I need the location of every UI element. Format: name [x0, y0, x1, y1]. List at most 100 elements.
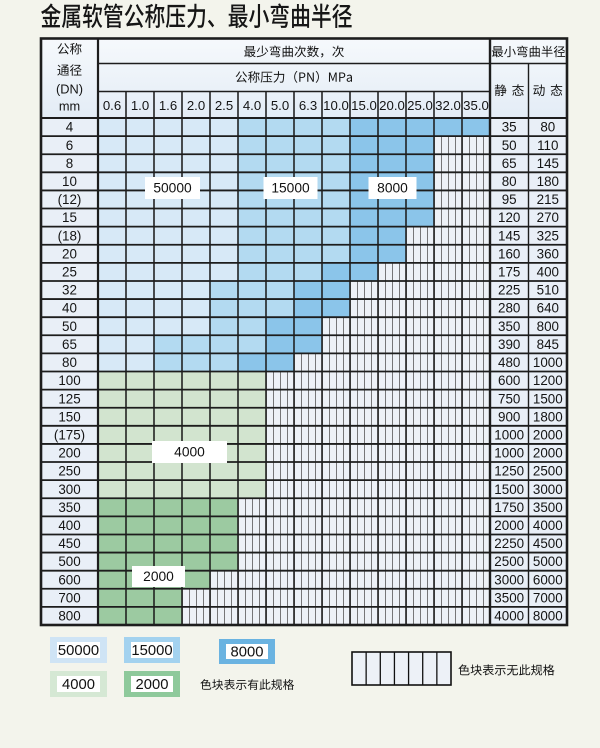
svg-text:3000: 3000	[533, 482, 563, 497]
svg-text:4000: 4000	[62, 677, 95, 693]
svg-text:145: 145	[537, 156, 559, 171]
svg-text:6: 6	[66, 138, 73, 153]
svg-text:32: 32	[62, 283, 77, 298]
svg-text:3500: 3500	[533, 500, 563, 515]
svg-text:(DN): (DN)	[56, 82, 83, 97]
svg-text:270: 270	[537, 210, 559, 225]
svg-text:8000: 8000	[231, 645, 264, 661]
svg-text:25.0: 25.0	[407, 98, 433, 113]
svg-text:300: 300	[58, 482, 80, 497]
svg-text:10.0: 10.0	[323, 98, 349, 113]
svg-text:15: 15	[62, 210, 77, 225]
svg-text:80: 80	[502, 174, 517, 189]
svg-text:15000: 15000	[271, 181, 310, 196]
svg-text:(12): (12)	[58, 192, 82, 207]
svg-text:2.0: 2.0	[187, 98, 205, 113]
svg-text:2000: 2000	[136, 677, 169, 693]
svg-text:35: 35	[502, 120, 517, 135]
svg-text:1500: 1500	[533, 391, 563, 406]
svg-text:7000: 7000	[533, 590, 563, 605]
svg-text:225: 225	[498, 283, 520, 298]
svg-text:180: 180	[537, 174, 559, 189]
svg-text:4000: 4000	[174, 445, 205, 460]
svg-text:1750: 1750	[494, 500, 524, 515]
svg-text:80: 80	[62, 355, 77, 370]
svg-text:325: 325	[537, 228, 559, 243]
svg-text:200: 200	[58, 446, 80, 461]
svg-text:1.0: 1.0	[131, 98, 149, 113]
svg-text:350: 350	[58, 500, 80, 515]
svg-text:100: 100	[58, 373, 80, 388]
svg-text:6000: 6000	[533, 572, 563, 587]
svg-text:400: 400	[537, 265, 559, 280]
svg-text:20: 20	[62, 246, 77, 261]
svg-text:2000: 2000	[533, 446, 563, 461]
svg-text:150: 150	[58, 409, 80, 424]
svg-text:50: 50	[62, 319, 77, 334]
svg-text:2500: 2500	[533, 464, 563, 479]
svg-text:mm: mm	[59, 99, 80, 114]
svg-text:280: 280	[498, 301, 520, 316]
svg-text:120: 120	[498, 210, 520, 225]
svg-text:40: 40	[62, 301, 77, 316]
svg-text:3000: 3000	[494, 572, 524, 587]
svg-text:4500: 4500	[533, 536, 563, 551]
svg-text:600: 600	[498, 373, 520, 388]
svg-text:1200: 1200	[533, 373, 563, 388]
svg-text:5000: 5000	[533, 554, 563, 569]
svg-text:4000: 4000	[533, 518, 563, 533]
svg-text:845: 845	[537, 337, 559, 352]
svg-text:1800: 1800	[533, 409, 563, 424]
svg-text:1000: 1000	[494, 446, 524, 461]
svg-text:80: 80	[540, 120, 555, 135]
svg-text:6.3: 6.3	[299, 98, 317, 113]
svg-text:2000: 2000	[494, 518, 524, 533]
svg-text:4.0: 4.0	[243, 98, 261, 113]
svg-text:1000: 1000	[533, 355, 563, 370]
svg-text:350: 350	[498, 319, 520, 334]
svg-text:20.0: 20.0	[379, 98, 405, 113]
svg-text:65: 65	[62, 337, 77, 352]
svg-text:65: 65	[502, 156, 517, 171]
svg-text:2000: 2000	[143, 569, 174, 584]
svg-text:15000: 15000	[131, 643, 172, 659]
svg-text:8: 8	[66, 156, 73, 171]
svg-text:640: 640	[537, 301, 559, 316]
svg-text:215: 215	[537, 192, 559, 207]
svg-text:390: 390	[498, 337, 520, 352]
svg-text:480: 480	[498, 355, 520, 370]
svg-text:450: 450	[58, 536, 80, 551]
svg-text:160: 160	[498, 246, 520, 261]
svg-text:50000: 50000	[58, 643, 99, 659]
svg-text:3500: 3500	[494, 590, 524, 605]
svg-text:95: 95	[502, 192, 517, 207]
svg-text:1.6: 1.6	[159, 98, 177, 113]
svg-text:25: 25	[62, 265, 77, 280]
svg-text:2250: 2250	[494, 536, 524, 551]
svg-text:4000: 4000	[494, 609, 524, 624]
svg-text:4: 4	[66, 120, 74, 135]
svg-text:5.0: 5.0	[271, 98, 289, 113]
svg-text:500: 500	[58, 554, 80, 569]
svg-text:125: 125	[58, 391, 80, 406]
svg-text:10: 10	[62, 174, 77, 189]
svg-text:1500: 1500	[494, 482, 524, 497]
svg-text:700: 700	[58, 590, 80, 605]
svg-text:15.0: 15.0	[351, 98, 377, 113]
svg-text:110: 110	[537, 138, 558, 153]
svg-text:32.0: 32.0	[435, 98, 461, 113]
svg-text:600: 600	[58, 572, 80, 587]
svg-text:50000: 50000	[153, 181, 192, 196]
svg-text:800: 800	[537, 319, 559, 334]
svg-text:145: 145	[498, 228, 520, 243]
svg-text:50: 50	[502, 138, 517, 153]
svg-text:360: 360	[537, 246, 559, 261]
svg-text:2.5: 2.5	[215, 98, 233, 113]
svg-text:(175): (175)	[54, 428, 85, 443]
svg-text:35.0: 35.0	[463, 98, 489, 113]
svg-text:8000: 8000	[533, 609, 563, 624]
svg-text:400: 400	[58, 518, 80, 533]
svg-text:8000: 8000	[377, 181, 408, 196]
svg-text:(18): (18)	[58, 228, 82, 243]
svg-text:250: 250	[58, 464, 80, 479]
